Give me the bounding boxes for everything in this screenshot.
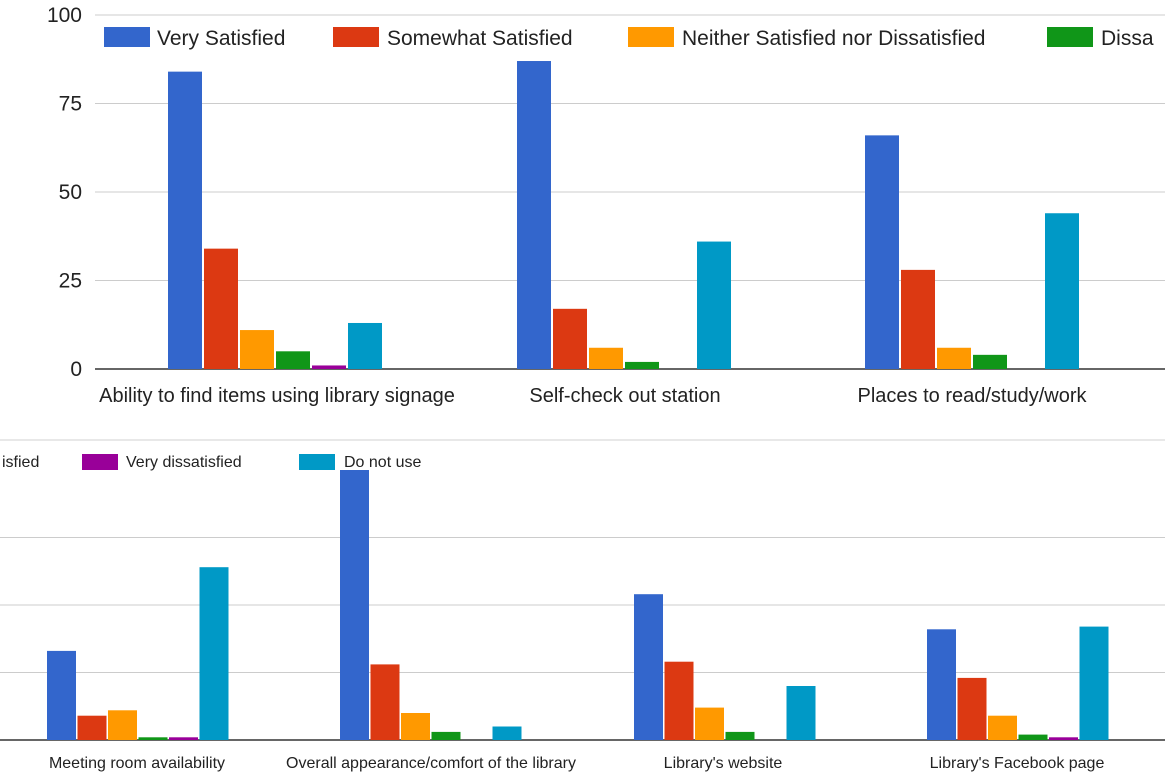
bar-neither-satisfied-nor-dissatisfied-library-s-facebook-page[interactable] xyxy=(988,715,1017,740)
bar-do-not-use-library-s-facebook-page[interactable] xyxy=(1079,626,1109,740)
bar-neither-satisfied-nor-dissatisfied-meeting-room-availability[interactable] xyxy=(108,710,137,740)
bar-dissatisfied-ability-to-find-items-using-library-signage[interactable] xyxy=(276,351,310,369)
legend-item-dissatisfied-partial[interactable]: Dissa xyxy=(1047,27,1154,50)
top-bar-chart: 0 25 50 75 100 Ability to find items using l… xyxy=(47,4,1165,407)
top-gridlines xyxy=(95,14,1165,370)
bar-very-dissatisfied-library-s-facebook-page[interactable] xyxy=(1049,737,1078,740)
legend-swatch xyxy=(333,27,379,47)
bar-very-satisfied-library-s-facebook-page[interactable] xyxy=(927,629,956,740)
bar-do-not-use-self-check-out-station[interactable] xyxy=(697,241,731,369)
y-tick-label: 0 xyxy=(70,358,82,381)
bar-do-not-use-ability-to-find-items-using-library-signage[interactable] xyxy=(348,322,382,369)
legend-swatch xyxy=(1047,27,1093,47)
x-tick-label: Places to read/study/work xyxy=(858,385,1088,407)
legend-label: Very Satisfied xyxy=(157,27,285,50)
bar-dissatisfied-self-check-out-station[interactable] xyxy=(625,361,659,369)
legend-label: Very dissatisfied xyxy=(126,454,242,471)
bar-very-satisfied-library-s-website[interactable] xyxy=(634,594,663,740)
bar-neither-satisfied-nor-dissatisfied-ability-to-find-items-using-library-signage[interactable] xyxy=(240,330,274,369)
x-tick-label: Ability to find items using library sign… xyxy=(99,385,455,407)
x-tick-label: Library's Facebook page xyxy=(930,755,1105,772)
bar-do-not-use-library-s-website[interactable] xyxy=(786,686,816,740)
legend-item-do-not-use[interactable]: Do not use xyxy=(299,454,421,471)
bar-somewhat-satisfied-library-s-facebook-page[interactable] xyxy=(957,677,987,740)
legend-swatch xyxy=(82,454,118,470)
bar-dissatisfied-library-s-website[interactable] xyxy=(725,731,755,740)
bar-very-satisfied-meeting-room-availability[interactable] xyxy=(47,650,76,740)
y-tick-label: 25 xyxy=(59,270,82,293)
bar-neither-satisfied-nor-dissatisfied-places-to-read-study-work[interactable] xyxy=(937,347,971,369)
legend-label: Do not use xyxy=(344,454,421,471)
x-tick-label: Meeting room availability xyxy=(49,755,225,772)
y-tick-label: 100 xyxy=(47,4,82,27)
legend-label: Somewhat Satisfied xyxy=(387,27,573,50)
bar-dissatisfied-places-to-read-study-work[interactable] xyxy=(973,354,1007,369)
legend-label: Neither Satisfied nor Dissatisfied xyxy=(682,27,985,50)
x-tick-label: Self-check out station xyxy=(529,385,720,407)
legend-item-very-satisfied[interactable]: Very Satisfied xyxy=(104,27,285,50)
top-x-labels: Ability to find items using library sign… xyxy=(99,385,1087,407)
top-legend: Very Satisfied Somewhat Satisfied Neithe… xyxy=(104,27,1154,50)
bar-do-not-use-overall-appearance-comfort-of-the-library[interactable] xyxy=(492,726,522,741)
bottom-x-labels: Meeting room availability Overall appeara… xyxy=(49,755,1104,772)
bar-do-not-use-places-to-read-study-work[interactable] xyxy=(1045,213,1079,369)
legend-item-somewhat-satisfied[interactable]: Somewhat Satisfied xyxy=(333,27,573,50)
legend-swatch xyxy=(299,454,335,470)
bar-very-dissatisfied-ability-to-find-items-using-library-signage[interactable] xyxy=(312,365,346,369)
bar-very-satisfied-places-to-read-study-work[interactable] xyxy=(865,135,899,369)
bar-somewhat-satisfied-overall-appearance-comfort-of-the-library[interactable] xyxy=(370,664,400,740)
bar-very-satisfied-overall-appearance-comfort-of-the-library[interactable] xyxy=(340,470,369,740)
bar-dissatisfied-overall-appearance-comfort-of-the-library[interactable] xyxy=(431,731,461,740)
bar-do-not-use-meeting-room-availability[interactable] xyxy=(199,567,229,740)
top-bars xyxy=(168,61,1079,370)
bar-very-dissatisfied-meeting-room-availability[interactable] xyxy=(169,737,198,740)
y-tick-label: 50 xyxy=(59,181,82,204)
bar-neither-satisfied-nor-dissatisfied-library-s-website[interactable] xyxy=(695,707,724,740)
bottom-bars xyxy=(47,470,1109,740)
bar-very-satisfied-ability-to-find-items-using-library-signage[interactable] xyxy=(168,71,202,369)
bar-very-satisfied-self-check-out-station[interactable] xyxy=(517,61,551,370)
bar-somewhat-satisfied-library-s-website[interactable] xyxy=(664,661,694,740)
legend-item-dissatisfied-partial[interactable]: isfied xyxy=(2,454,39,471)
legend-swatch xyxy=(104,27,150,47)
bar-dissatisfied-meeting-room-availability[interactable] xyxy=(138,737,168,740)
legend-label: isfied xyxy=(2,454,39,471)
bar-somewhat-satisfied-self-check-out-station[interactable] xyxy=(553,308,587,369)
bottom-gridlines xyxy=(0,537,1165,741)
bar-neither-satisfied-nor-dissatisfied-self-check-out-station[interactable] xyxy=(589,347,623,369)
top-y-ticks: 0 25 50 75 100 xyxy=(47,4,82,381)
x-tick-label: Library's website xyxy=(664,755,783,772)
legend-item-very-dissatisfied[interactable]: Very dissatisfied xyxy=(82,454,242,471)
legend-swatch xyxy=(628,27,674,47)
y-tick-label: 75 xyxy=(59,93,82,116)
bottom-legend: isfied Very dissatisfied Do not use xyxy=(2,454,421,471)
legend-item-neither[interactable]: Neither Satisfied nor Dissatisfied xyxy=(628,27,985,50)
bottom-bar-chart: Meeting room availability Overall appeara… xyxy=(0,439,1165,772)
bar-somewhat-satisfied-meeting-room-availability[interactable] xyxy=(77,715,107,740)
legend-label: Dissa xyxy=(1101,27,1154,50)
bar-somewhat-satisfied-places-to-read-study-work[interactable] xyxy=(901,269,935,369)
bar-neither-satisfied-nor-dissatisfied-overall-appearance-comfort-of-the-library[interactable] xyxy=(401,713,430,740)
bar-somewhat-satisfied-ability-to-find-items-using-library-signage[interactable] xyxy=(204,248,238,369)
x-tick-label: Overall appearance/comfort of the librar… xyxy=(286,755,576,772)
bar-dissatisfied-library-s-facebook-page[interactable] xyxy=(1018,734,1048,740)
